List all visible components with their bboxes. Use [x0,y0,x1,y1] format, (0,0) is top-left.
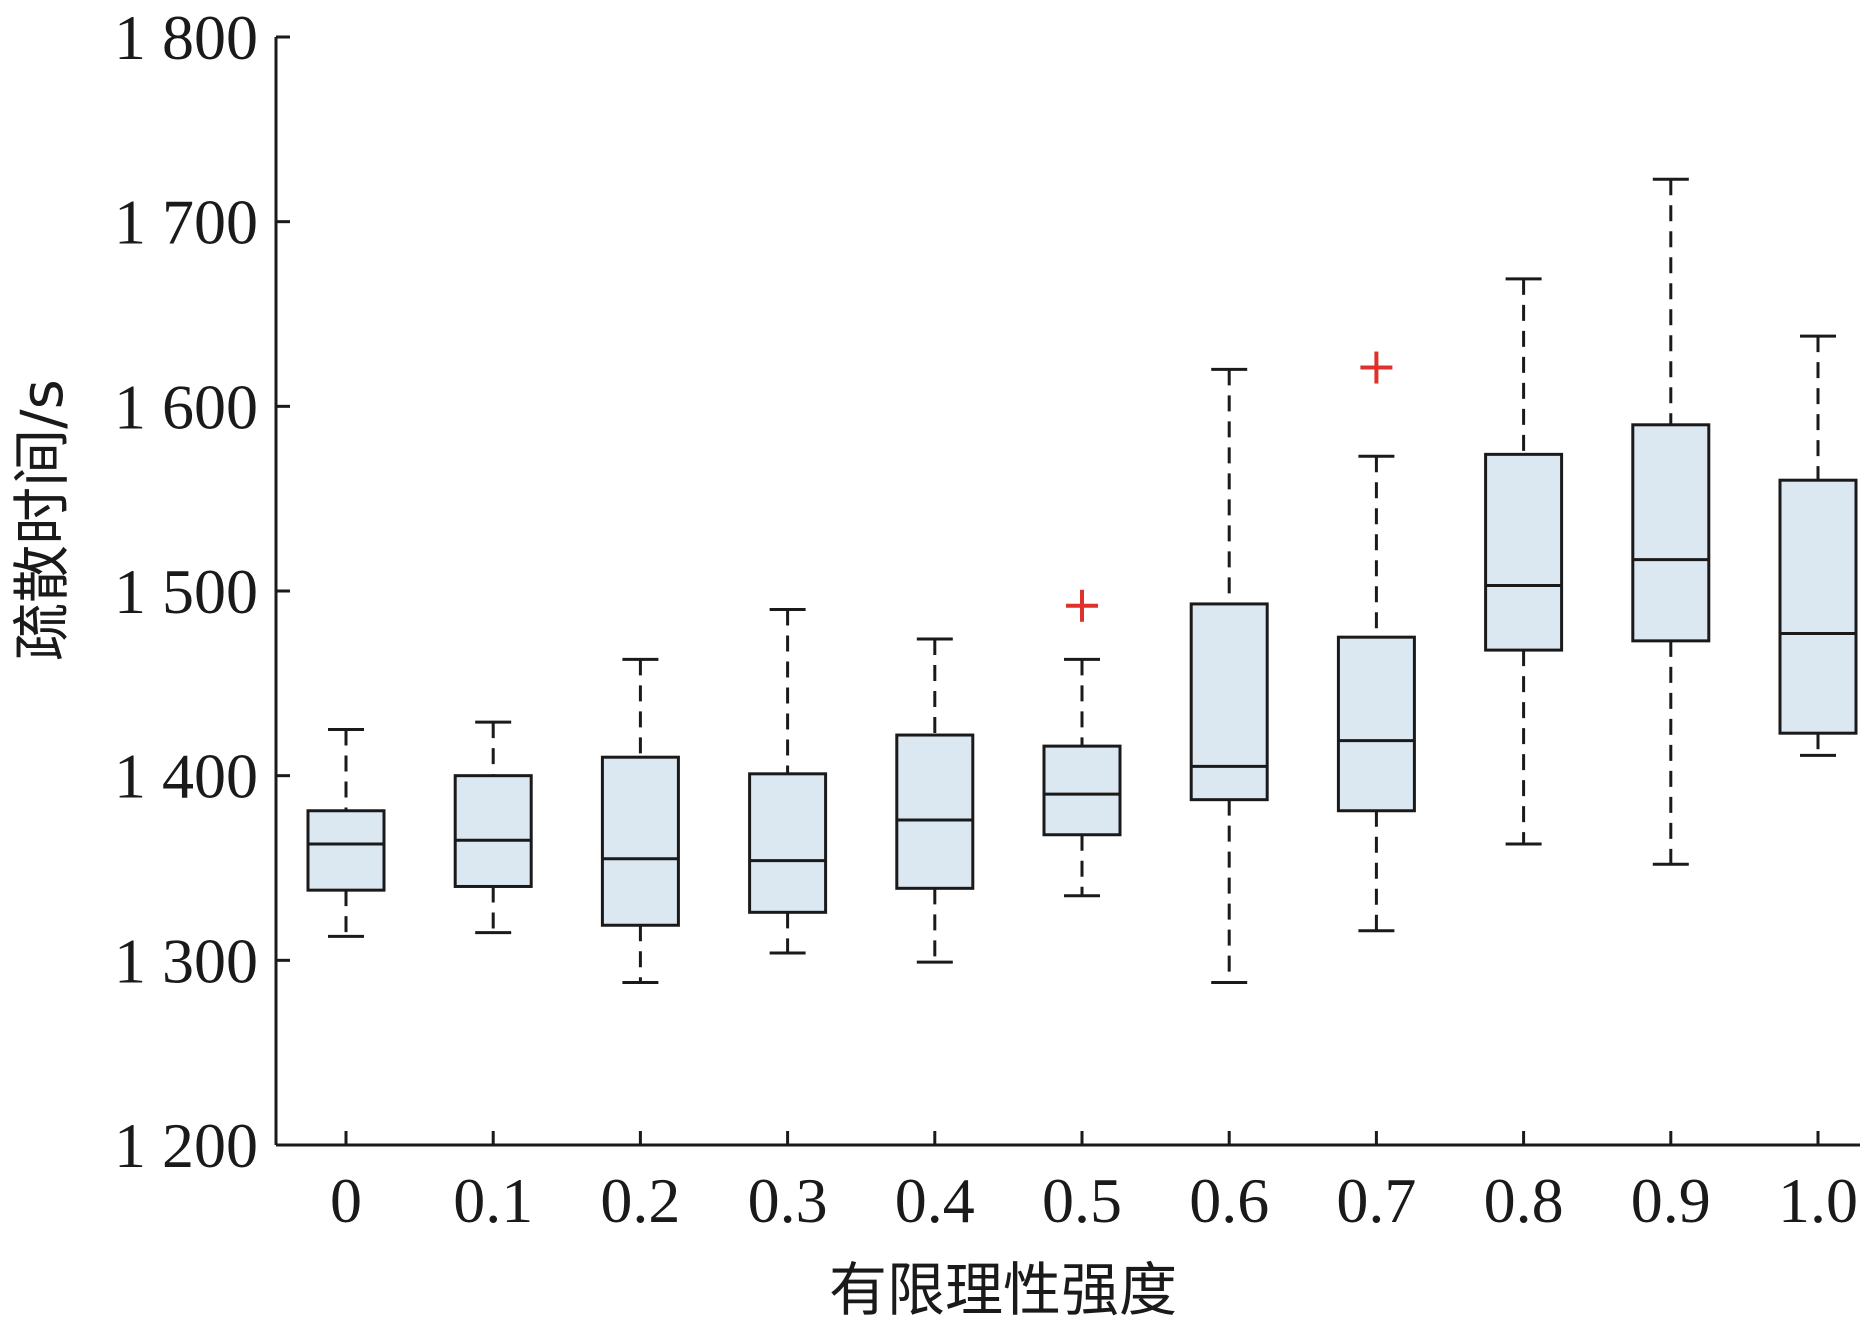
y-tick-label: 1 800 [114,2,258,73]
outlier-marker [1066,589,1098,622]
x-tick-label: 0.6 [1189,1165,1269,1236]
box-0.3 [748,607,828,955]
box-1.0 [1778,334,1858,757]
box-0.2 [600,657,680,984]
x-tick-label: 0.1 [453,1165,533,1236]
y-tick-label: 1 700 [114,187,258,258]
iqr-box [306,809,386,892]
iqr-box [1189,602,1269,802]
outlier-markers [1066,351,1393,622]
box-series [306,177,1858,984]
y-tick-label: 1 300 [114,925,258,996]
box-0 [306,728,386,938]
x-axis-title: 有限理性强度 [829,1256,1177,1324]
box-0.8 [1484,277,1564,846]
box-0.4 [895,637,975,964]
iqr-box [1336,635,1416,813]
x-tick-label: 1.0 [1778,1165,1858,1236]
box-0.7 [1336,454,1416,933]
iqr-box [600,755,680,927]
iqr-box [1042,744,1122,837]
x-tick-label: 0.2 [600,1165,680,1236]
iqr-box [1631,423,1711,643]
iqr-box [1778,478,1858,735]
x-tick-label: 0.3 [748,1165,828,1236]
x-tick-label: 0.7 [1336,1165,1416,1236]
box-0.1 [453,720,533,935]
x-tick-label: 0 [330,1165,362,1236]
box-0.5 [1042,657,1122,898]
y-tick-label: 1 600 [114,371,258,442]
y-tick-label: 1 400 [114,741,258,812]
outlier-marker [1360,351,1393,384]
iqr-box [1484,452,1564,652]
box-0.6 [1189,367,1269,984]
y-axis-title: 疏散时间/s [8,379,76,661]
y-tick-label: 1 200 [114,1110,258,1181]
x-tick-label: 0.5 [1042,1165,1122,1236]
axes: 1 200 1 300 1 400 1 500 1 600 1 700 1 800 0 0.1 0… [114,2,1860,1236]
x-tick-label: 0.8 [1484,1165,1564,1236]
y-tick-label: 1 500 [114,556,258,627]
box-0.9 [1631,177,1711,866]
x-tick-label: 0.9 [1631,1165,1711,1236]
iqr-box [453,774,533,888]
x-tick-label: 0.4 [895,1165,975,1236]
iqr-box [895,733,975,890]
iqr-box [748,772,828,914]
